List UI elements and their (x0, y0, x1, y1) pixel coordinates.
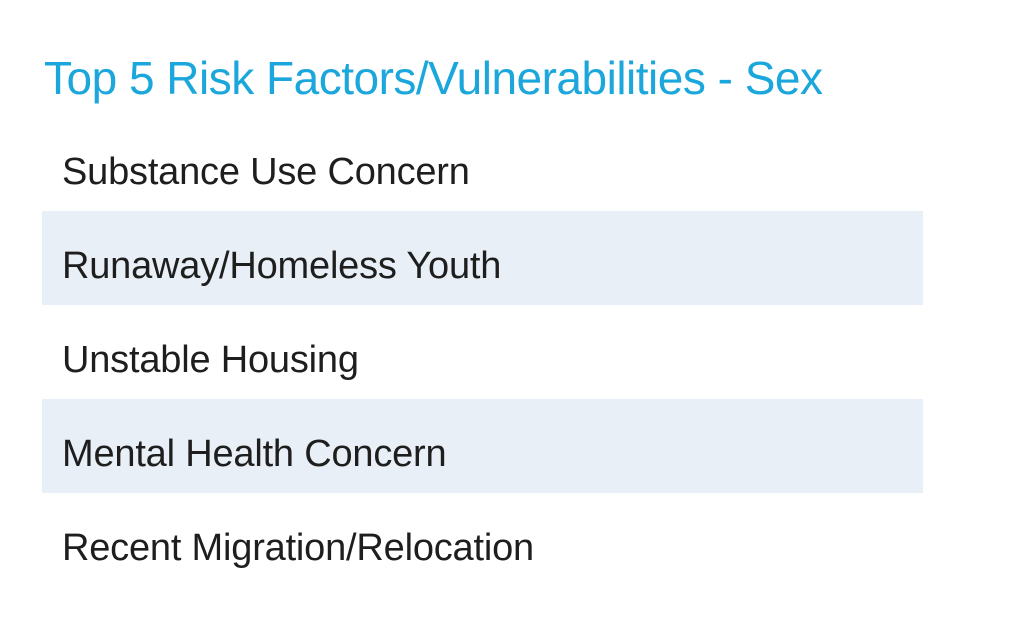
list-item: Unstable Housing (42, 305, 923, 399)
list-item: Recent Migration/Relocation (42, 493, 923, 587)
risk-factor-list: Substance Use Concern Runaway/Homeless Y… (42, 117, 923, 587)
slide-title: Top 5 Risk Factors/Vulnerabilities - Sex (44, 52, 823, 104)
list-item-label: Recent Migration/Relocation (62, 526, 534, 569)
list-item-label: Mental Health Concern (62, 432, 447, 475)
list-item-label: Unstable Housing (62, 338, 359, 381)
list-item-label: Runaway/Homeless Youth (62, 244, 502, 287)
list-item-label: Substance Use Concern (62, 150, 470, 193)
list-item: Runaway/Homeless Youth (42, 211, 923, 305)
list-item: Substance Use Concern (42, 117, 923, 211)
list-item: Mental Health Concern (42, 399, 923, 493)
